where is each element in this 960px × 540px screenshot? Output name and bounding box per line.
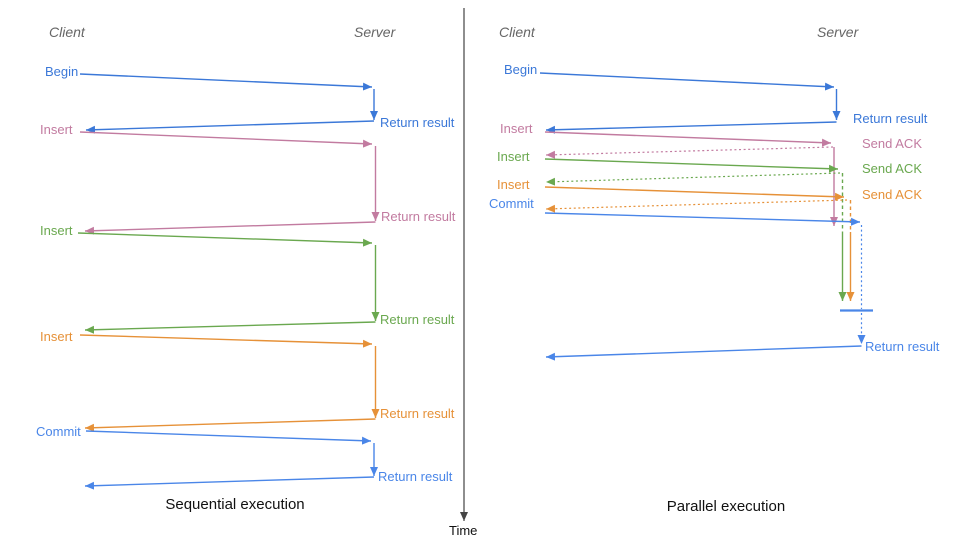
left-commit-request-arrow — [85, 430, 372, 445]
left-begin-return-arrow — [85, 120, 375, 134]
left-insert2-label: Insert — [40, 223, 73, 238]
right-insert3-ack-arrow — [545, 199, 848, 213]
right-commit-request-arrow — [544, 212, 861, 226]
left-begin-label: Begin — [45, 64, 79, 79]
right-final-return-label: Return result — [865, 339, 940, 354]
left-client-header: Client — [49, 24, 85, 40]
right-server-header: Server — [817, 24, 859, 40]
left-return3-label: Return result — [380, 312, 455, 327]
right-ack3-label: Send ACK — [862, 187, 922, 202]
left-server-header: Server — [354, 24, 396, 40]
right-ack1-label: Send ACK — [862, 136, 922, 151]
left-commit-return-arrow — [84, 476, 375, 490]
right-begin-request-arrow — [539, 72, 835, 91]
right-commit-label: Commit — [489, 196, 534, 211]
right-final-return-arrow — [545, 345, 862, 361]
right-ack2-label: Send ACK — [862, 161, 922, 176]
right-return1-label: Return result — [853, 111, 928, 126]
left-insert1-request-arrow — [79, 131, 373, 148]
left-insert3-label: Insert — [40, 329, 73, 344]
left-begin-request-arrow — [79, 73, 373, 91]
left-return2-label: Return result — [381, 209, 456, 224]
left-return4-label: Return result — [380, 406, 455, 421]
left-caption: Sequential execution — [165, 496, 305, 513]
right-begin-label: Begin — [504, 62, 538, 77]
left-insert3-return-arrow — [84, 418, 376, 432]
left-return5-label: Return result — [378, 469, 453, 484]
right-begin-return-arrow — [545, 121, 837, 134]
right-caption: Parallel execution — [666, 498, 786, 515]
time-axis-label: Time — [449, 523, 478, 538]
left-insert2-request-arrow — [77, 232, 373, 247]
right-client-header: Client — [499, 24, 535, 40]
left-return1-label: Return result — [380, 115, 455, 130]
left-commit-label: Commit — [36, 424, 81, 439]
right-insert1-request-arrow — [544, 131, 832, 147]
right-insert2-label: Insert — [497, 149, 530, 164]
left-insert2-return-arrow — [84, 321, 376, 334]
left-insert1-label: Insert — [40, 122, 73, 137]
right-insert1-ack-arrow — [545, 146, 834, 159]
right-insert2-ack-arrow — [545, 172, 841, 186]
right-insert1-label: Insert — [500, 121, 533, 136]
right-insert2-request-arrow — [544, 158, 839, 173]
right-insert3-request-arrow — [544, 186, 845, 201]
left-insert1-return-arrow — [84, 221, 376, 235]
right-insert3-label: Insert — [497, 177, 530, 192]
left-insert3-request-arrow — [79, 334, 373, 348]
